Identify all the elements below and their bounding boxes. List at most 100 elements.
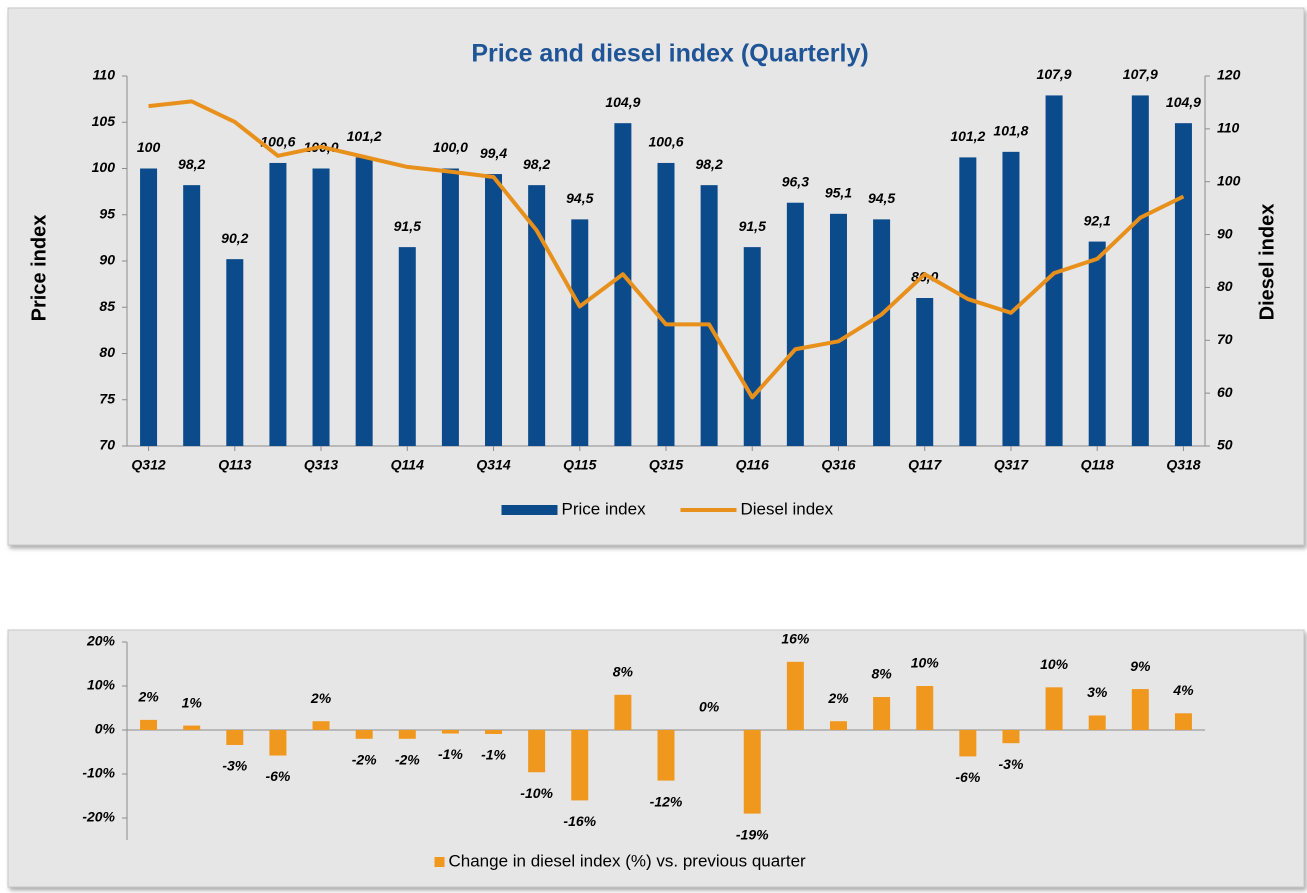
bar [959, 730, 977, 757]
bar [571, 730, 589, 801]
value-label: 94,5 [566, 190, 593, 206]
bar [1002, 151, 1020, 446]
value-label: -3% [222, 758, 247, 774]
value-label: 9% [1130, 658, 1151, 674]
y2-tick-label: 80 [1217, 278, 1233, 294]
x-tick-label: Q114 [391, 457, 424, 473]
value-label: -2% [395, 752, 420, 768]
legend-label: Change in diesel index (%) vs. previous … [449, 851, 807, 870]
bar [873, 219, 891, 446]
legend-label: Diesel index [741, 499, 834, 518]
bar [1131, 689, 1149, 730]
bar [829, 213, 847, 446]
value-label: -12% [650, 793, 683, 809]
value-label: -2% [352, 752, 377, 768]
bar [140, 719, 158, 730]
value-label: 16% [781, 631, 810, 647]
legend-swatch [434, 857, 445, 867]
y-tick-label: -10% [82, 765, 115, 781]
value-label: 101,8 [993, 123, 1028, 139]
y2-axis-title: Diesel index [1256, 204, 1278, 321]
y-tick-label: 85 [99, 298, 115, 314]
bar [614, 694, 632, 730]
legend-swatch [501, 505, 558, 515]
y-axis-title: Price index [28, 215, 50, 322]
x-tick-label: Q313 [304, 457, 338, 473]
y-tick-label: 0% [95, 721, 116, 737]
bar [614, 123, 632, 447]
value-label: -19% [736, 826, 769, 842]
y-tick-label: 75 [99, 390, 115, 406]
y-tick-label: 110 [93, 67, 116, 83]
y-tick-label: 95 [99, 205, 115, 221]
bar [571, 219, 589, 446]
value-label: -1% [438, 746, 463, 762]
value-label: 91,5 [394, 218, 421, 234]
bar [398, 247, 416, 446]
value-label: 100,6 [260, 134, 295, 150]
bar [743, 730, 761, 814]
bar [1002, 730, 1020, 744]
x-tick-label: Q117 [908, 457, 942, 473]
value-label: 98,2 [695, 156, 722, 172]
y2-tick-label: 90 [1217, 225, 1233, 241]
bar [1131, 95, 1149, 447]
value-label: 91,5 [739, 218, 766, 234]
bar [1088, 241, 1106, 446]
y-tick-label: 70 [99, 437, 115, 453]
bar [355, 157, 373, 446]
bar [1174, 123, 1192, 447]
bar [959, 157, 977, 446]
y2-tick-label: 110 [1217, 120, 1240, 136]
bar [786, 661, 804, 730]
bar [786, 202, 804, 446]
y-tick-label: 90 [99, 252, 115, 268]
bar [916, 686, 934, 730]
bar [226, 259, 244, 446]
y2-tick-label: 50 [1217, 437, 1233, 453]
bar [398, 730, 416, 739]
bar [312, 168, 330, 446]
bar [269, 730, 287, 756]
value-label: 95,1 [825, 185, 852, 201]
value-label: -1% [481, 747, 506, 763]
bar [657, 730, 675, 781]
y-tick-label: -20% [82, 809, 115, 825]
x-tick-label: Q317 [994, 457, 1029, 473]
value-label: -10% [520, 785, 553, 801]
y-tick-label: 10% [87, 677, 116, 693]
value-label: 99,4 [480, 145, 507, 161]
value-label: 2% [137, 689, 159, 705]
bar [226, 730, 244, 745]
panel [7, 7, 1305, 546]
bar [1045, 95, 1063, 447]
value-label: -6% [265, 768, 290, 784]
value-label: 1% [182, 694, 203, 710]
bar [528, 185, 546, 446]
value-label: 101,2 [950, 128, 985, 144]
bar [183, 185, 201, 446]
value-label: 4% [1172, 682, 1194, 698]
chart-title: Price and diesel index (Quarterly) [471, 40, 868, 68]
value-label: 100 [137, 139, 161, 155]
panel [7, 629, 1305, 888]
value-label: 98,2 [178, 156, 205, 172]
value-label: 2% [310, 690, 332, 706]
x-tick-label: Q115 [563, 457, 596, 473]
bar [873, 697, 891, 730]
y-tick-label: 105 [92, 113, 116, 129]
value-label: 104,9 [605, 94, 640, 110]
value-label: 10% [1040, 656, 1069, 672]
value-label: 8% [613, 664, 634, 680]
y2-tick-label: 120 [1217, 67, 1241, 83]
bar [441, 730, 459, 734]
value-label: 2% [827, 690, 849, 706]
value-label: 100,0 [433, 139, 468, 155]
value-label: -6% [955, 769, 980, 785]
line [148, 99, 1185, 400]
bar [916, 298, 934, 446]
x-tick-label: Q316 [821, 457, 855, 473]
bar [441, 168, 459, 446]
value-label: 107,9 [1037, 66, 1072, 82]
